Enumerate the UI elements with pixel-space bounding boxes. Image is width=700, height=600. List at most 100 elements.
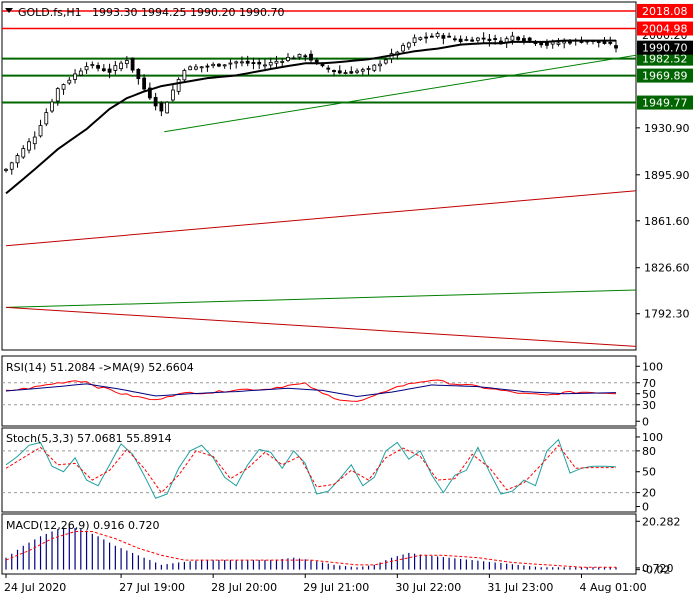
axis-tick-label: 80 [642,445,656,458]
bullish-candle [113,65,118,71]
bullish-candle [412,37,417,43]
trendline[interactable] [164,54,637,133]
current-price-label: 1990.70 [642,42,688,55]
bullish-candle [280,61,285,63]
current-price-label-bg [637,40,693,55]
bullish-candle [510,35,515,41]
time-tick-label: 28 Jul 20:00 [211,581,277,594]
bullish-candle [556,42,561,45]
bullish-candle [61,84,66,90]
bullish-candle [228,62,233,65]
bullish-candle [240,61,244,64]
bearish-candle [458,38,463,42]
bullish-candle [55,88,60,102]
bearish-candle [608,42,613,44]
bearish-candle [614,45,618,49]
rsi-title: RSI(14) 51.2084 ->MA(9) 52.6604 [6,361,194,374]
bullish-candle [406,42,411,48]
time-tick-label: 29 Jul 21:00 [303,581,369,594]
level-price-label: 2018.08 [642,5,688,18]
axis-tick-label: 30 [642,399,656,412]
bullish-candle [38,125,43,137]
bearish-candle [516,36,521,41]
bearish-candle [153,96,158,107]
bullish-candle [372,64,377,71]
bullish-candle [32,136,37,145]
bullish-candle [90,64,95,66]
axis-tick-label: 0.720 [642,562,674,575]
bearish-candle [101,68,106,72]
bullish-candle [44,112,49,125]
bullish-candle [274,60,279,64]
bullish-candle [182,70,187,81]
bullish-candle [21,148,26,158]
bearish-candle [217,63,221,67]
level-price-label-bg [637,3,693,18]
level-price-label-bg [637,21,693,36]
macd-panel[interactable]: 20.282 0.720-0.02 MACD(12,26,9) 0.916 0.7… [1,513,681,577]
bullish-candle [67,79,72,84]
bullish-candle [9,162,14,170]
trendline[interactable] [5,289,637,308]
bearish-candle [441,35,446,39]
bearish-candle [602,41,607,44]
axis-tick-label: 50 [642,466,656,479]
axis-tick-label: -0.02 [642,564,670,577]
bullish-candle [355,70,359,73]
bearish-candle [349,71,354,74]
price-tick-label: 1792.30 [644,308,690,321]
bullish-candle [401,44,405,52]
stochastic-main-line [5,438,617,499]
bearish-candle [159,102,164,112]
bullish-candle [418,37,423,40]
price-panel[interactable]: GOLD.fs,H1 1993.30 1994.25 1990.20 1990.… [1,1,637,351]
bearish-candle [332,70,336,73]
level-price-label: 1949.77 [642,97,688,110]
bullish-candle [222,64,227,67]
bullish-candle [124,60,129,65]
price-tick-label: 1930.90 [644,122,690,135]
trendline[interactable] [5,190,637,247]
bearish-candle [470,39,475,42]
bearish-candle [424,36,428,39]
bullish-candle [464,39,469,41]
level-price-label: 2004.98 [642,23,688,36]
macd-signal-line [5,531,616,568]
bullish-candle [170,89,175,101]
bearish-candle [136,68,141,80]
axis-tick-label: 50 [642,388,656,401]
bearish-candle [205,65,210,68]
stochastic-signal-line [5,444,616,494]
bullish-candle [27,141,31,151]
bearish-candle [245,60,250,64]
bullish-candle [176,79,181,92]
bearish-candle [337,70,342,74]
bearish-candle [107,68,112,73]
bullish-candle [73,73,77,80]
time-tick-label: 4 Aug 01:00 [579,581,646,594]
bearish-candle [447,35,452,38]
triangle-down-icon[interactable] [5,8,13,13]
bearish-candle [568,41,572,44]
bullish-candle [297,53,302,58]
level-price-label: 1969.89 [642,70,688,83]
time-axis: 24 Jul 2020 27 Jul 19:00 28 Jul 20:00 29 Ju… [4,574,647,594]
axis-tick-label: 0 [642,501,649,514]
bullish-candle [188,66,193,71]
stochastic-title: Stoch(5,3,3) 57.0681 55.8914 [6,432,172,445]
bullish-candle [475,37,480,41]
bearish-candle [314,59,319,63]
bearish-candle [130,57,135,71]
axis-tick-label: 0 [642,415,649,428]
price-tick-label: 1826.60 [644,262,690,275]
bullish-candle [78,70,83,76]
trendline[interactable] [5,306,637,347]
chart-ohlc: 1993.30 1994.25 1990.20 1990.70 [92,6,284,19]
bullish-candle [165,101,170,114]
time-tick-label: 30 Jul 22:00 [395,581,461,594]
bearish-candle [309,53,313,61]
macd-title: MACD(12,26,9) 0.916 0.720 [6,519,160,532]
